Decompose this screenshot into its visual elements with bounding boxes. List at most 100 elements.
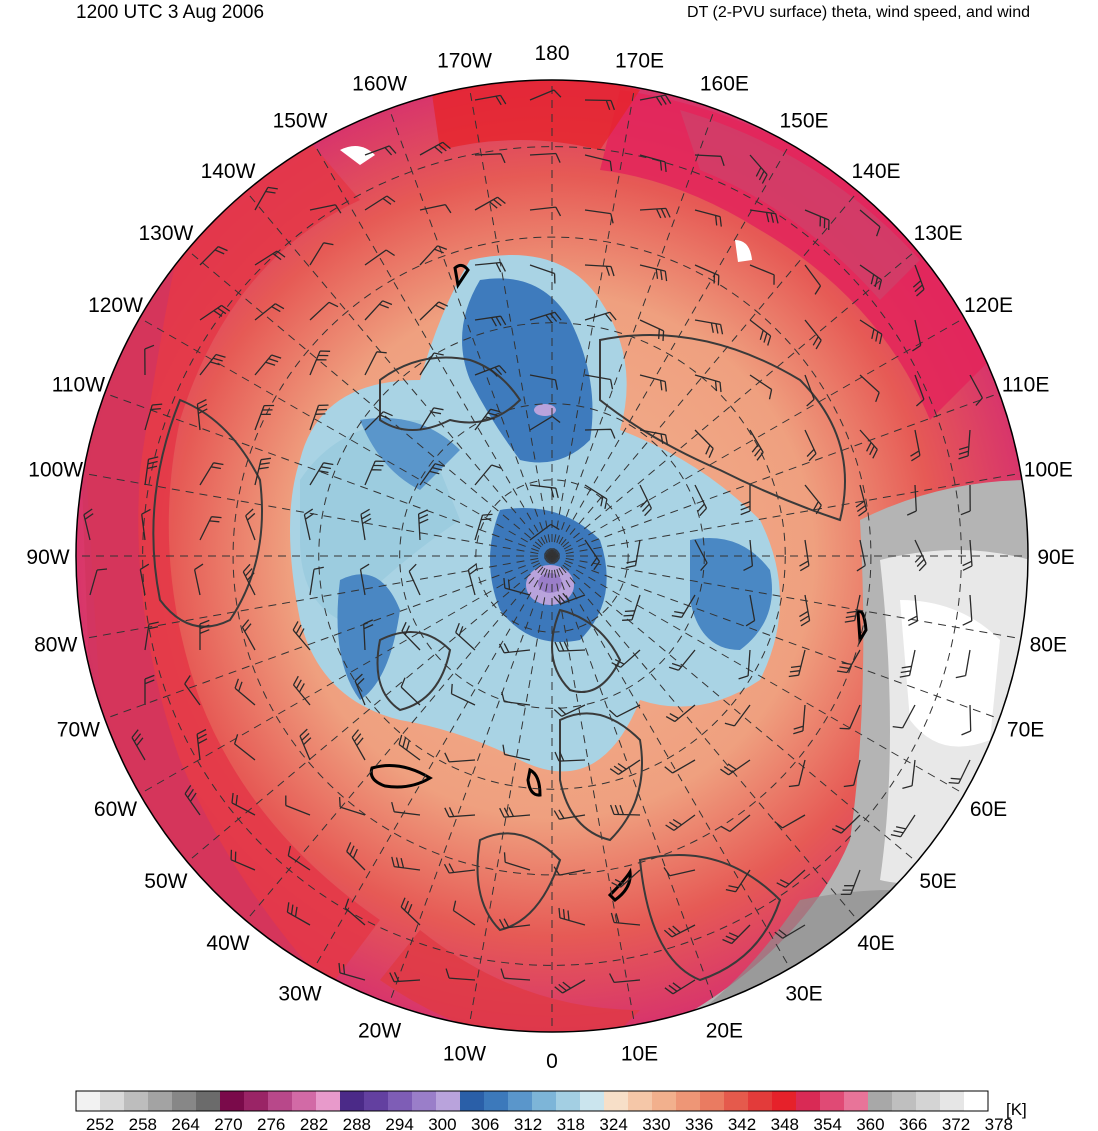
- wind-barb: [445, 968, 476, 981]
- colorbar-swatch: [628, 1091, 653, 1111]
- colorbar-swatch: [196, 1091, 221, 1111]
- longitude-label: 110W: [52, 374, 105, 397]
- wind-barb: [254, 186, 278, 211]
- colorbar-swatch: [820, 1091, 845, 1111]
- meridian-line: [83, 555, 553, 640]
- colorbar-tick-label: 288: [343, 1115, 371, 1131]
- colorbar-swatch: [436, 1091, 461, 1111]
- colorbar-swatch: [484, 1091, 509, 1111]
- wind-barb: [529, 89, 562, 101]
- meridian-line: [551, 472, 1021, 557]
- meridian-line: [245, 555, 553, 921]
- longitude-label: 10W: [443, 1042, 486, 1065]
- wind-barb: [554, 979, 586, 994]
- wind-barb: [529, 415, 561, 431]
- wind-barb: [740, 485, 751, 516]
- colorbar-swatch: [124, 1091, 149, 1111]
- wind-barb: [344, 898, 366, 926]
- longitude-label: 170E: [615, 50, 664, 73]
- colorbar-unit: [K]: [1006, 1100, 1027, 1119]
- wind-barb: [906, 484, 917, 516]
- wind-barb: [474, 315, 507, 327]
- wind-barb: [529, 311, 562, 324]
- colorbar-swatch: [964, 1091, 989, 1111]
- wind-barb: [553, 704, 586, 717]
- longitude-label: 40W: [206, 932, 249, 955]
- wind-barb: [309, 242, 334, 266]
- wind-barb: [144, 403, 163, 431]
- wind-barb: [364, 351, 387, 376]
- longitude-label: 70W: [57, 718, 100, 741]
- wind-barb: [196, 728, 208, 761]
- wind-barb: [611, 649, 641, 668]
- wind-barb: [199, 304, 231, 321]
- wind-barb: [960, 484, 971, 516]
- wind-barb: [610, 912, 641, 926]
- wind-barb: [859, 429, 878, 459]
- longitude-label: 20E: [706, 1020, 743, 1043]
- wind-barb: [553, 592, 586, 605]
- colorbar-swatch: [604, 1091, 629, 1111]
- wind-barb: [309, 350, 331, 376]
- wind-barb: [961, 704, 972, 736]
- wind-barb: [948, 759, 971, 785]
- wind-barb: [694, 539, 708, 572]
- latitude-circle: [399, 403, 705, 709]
- longitude-label: 130W: [138, 222, 193, 245]
- wind-barb: [804, 484, 822, 515]
- colorbar-swatch: [268, 1091, 293, 1111]
- colorbar-swatch: [364, 1091, 389, 1111]
- longitude-label: 20W: [358, 1020, 401, 1043]
- wind-barb: [804, 264, 822, 295]
- colorbar-tick-label: 360: [856, 1115, 884, 1131]
- wind-barb: [799, 539, 810, 572]
- wind-barb: [309, 301, 339, 321]
- meridian-line: [83, 472, 553, 557]
- colorbar-swatch: [748, 1091, 773, 1111]
- wind-barb: [694, 154, 725, 167]
- wind-barb: [401, 621, 421, 651]
- colorbar-swatch: [172, 1091, 197, 1111]
- colorbar-swatch: [844, 1091, 869, 1111]
- wind-barb: [694, 264, 720, 286]
- wind-barb: [231, 792, 256, 816]
- colorbar-tick-label: 348: [771, 1115, 799, 1131]
- wind-barb: [668, 649, 696, 671]
- wind-barb: [444, 807, 476, 818]
- colorbar-tick-label: 318: [557, 1115, 585, 1131]
- valid-time-label: 1200 UTC 3 Aug 2006: [76, 2, 265, 23]
- wind-barb: [694, 484, 708, 517]
- wind-barb: [529, 264, 556, 284]
- wind-barb: [639, 374, 667, 392]
- wind-barb: [558, 907, 586, 926]
- colorbar-swatch: [244, 1091, 269, 1111]
- wind-barb: [199, 462, 224, 486]
- wind-barb: [452, 900, 476, 926]
- wind-barb: [309, 566, 324, 596]
- longitude-label: 50W: [144, 870, 187, 893]
- wind-barb: [254, 250, 286, 266]
- colorbar-tick-label: 372: [942, 1115, 970, 1131]
- wind-barb: [419, 203, 452, 214]
- longitude-label: 150W: [273, 110, 328, 133]
- wind-barb: [474, 464, 502, 486]
- wind-barb: [843, 759, 861, 788]
- colorbar-tick-label: 324: [599, 1115, 627, 1131]
- wind-barb: [419, 245, 448, 266]
- wind-barb: [899, 649, 916, 678]
- wind-barb: [584, 209, 614, 224]
- wind-barb: [907, 594, 919, 626]
- wind-barb: [364, 145, 397, 156]
- wind-barb: [360, 508, 372, 541]
- wind-barb: [745, 594, 756, 627]
- colorbar-swatch: [76, 1091, 101, 1111]
- wind-barb: [793, 704, 806, 735]
- wind-barb: [892, 704, 916, 729]
- wind-barb: [199, 246, 228, 266]
- longitude-label: 160W: [352, 72, 407, 95]
- wind-barb: [912, 264, 925, 297]
- wind-barb: [890, 814, 916, 838]
- wind-barb: [554, 641, 586, 652]
- wind-barb: [474, 196, 506, 211]
- meridian-line: [551, 87, 636, 557]
